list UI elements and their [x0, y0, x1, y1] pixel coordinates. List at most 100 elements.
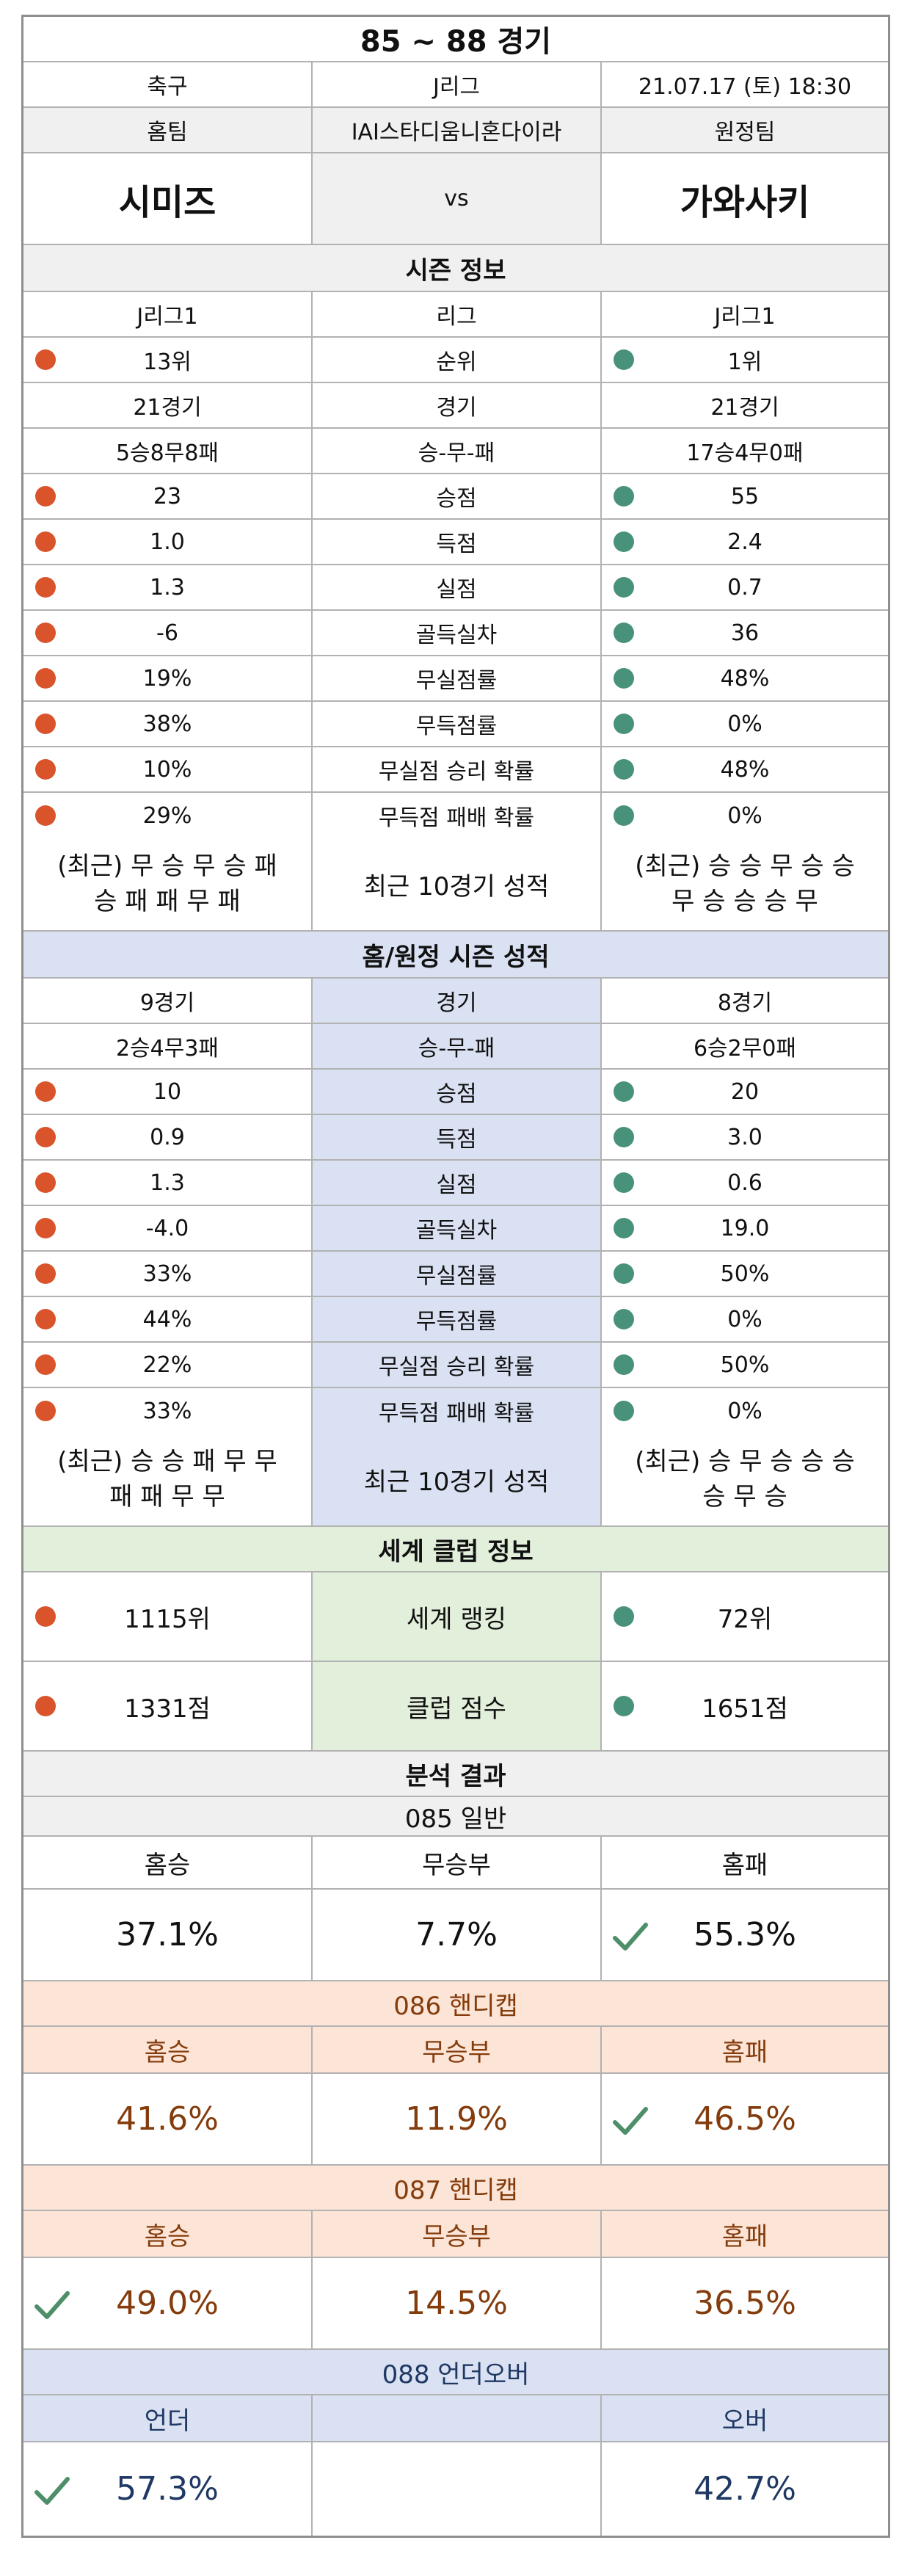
- stat-home-text: 29%: [142, 802, 192, 829]
- handicap2-values: 49.0% 14.5% 36.5%: [23, 2258, 888, 2350]
- stat-away-text: 1위: [727, 349, 762, 375]
- away-dot-icon: [614, 577, 634, 598]
- away-dot-icon: [614, 1696, 634, 1716]
- stat-away-value: 17승4무0패: [602, 429, 888, 473]
- away-dot-icon: [614, 1606, 634, 1627]
- stat-label: 득점: [313, 520, 602, 564]
- stat-home-value: 2승4무3패: [23, 1024, 313, 1068]
- prob-value: 36.5%: [694, 2285, 796, 2322]
- stat-away-value: 48%: [602, 656, 888, 700]
- stat-home-value: -6: [23, 611, 313, 655]
- handicap1-label-home-loss: 홈패: [721, 2037, 768, 2067]
- versus: vs: [313, 153, 602, 244]
- sport: 축구: [23, 62, 313, 106]
- stat-row: -4.0 골득실차 19.0: [23, 1206, 888, 1252]
- away-dot-icon: [614, 531, 634, 552]
- handicap2-title: 087 핸디캡: [393, 2175, 518, 2205]
- club-score-away: 1651점: [602, 1662, 888, 1750]
- handicap2-label-home-loss: 홈패: [721, 2221, 768, 2252]
- stat-away-text: 50%: [720, 1260, 770, 1287]
- general-value-home-win: 37.1%: [23, 1890, 313, 1980]
- club-score-home-value: 1331점: [124, 1694, 211, 1724]
- league: J리그: [313, 62, 602, 106]
- home-dot-icon: [35, 349, 56, 370]
- stat-home-value: 29%: [23, 793, 313, 838]
- underover-value-under: 57.3%: [23, 2442, 313, 2536]
- stat-home-text: 44%: [142, 1306, 192, 1332]
- homeaway-away-recent: (최근) 승 무 승 승 승 승 무 승: [602, 1434, 888, 1525]
- home-dot-icon: [35, 623, 56, 643]
- stat-home-value: 13위: [23, 338, 313, 382]
- away-dot-icon: [614, 1172, 634, 1193]
- season-recent-label: 최근 10경기 성적: [313, 838, 602, 930]
- stat-home-value: 19%: [23, 656, 313, 700]
- stat-label: 무실점률: [313, 656, 602, 700]
- stat-row: 2승4무3패 승-무-패 6승2무0패: [23, 1024, 888, 1070]
- stat-home-text: 10%: [142, 756, 192, 783]
- world-ranking-home-value: 1115위: [124, 1604, 211, 1634]
- world-club-title: 세계 클럽 정보: [378, 1536, 534, 1567]
- prob-value: 37.1%: [116, 1916, 219, 1953]
- stat-label: 실점: [313, 565, 602, 609]
- stat-away-text: 48%: [720, 665, 770, 692]
- stat-away-value: 2.4: [602, 520, 888, 564]
- away-dot-icon: [614, 1127, 634, 1147]
- stat-away-text: 8경기: [717, 990, 773, 1016]
- stat-row: 19% 무실점률 48%: [23, 656, 888, 702]
- stat-away-value: J리그1: [602, 292, 888, 336]
- handicap2-value-draw: 14.5%: [313, 2258, 602, 2348]
- stat-away-value: 36: [602, 611, 888, 655]
- home-dot-icon: [35, 714, 56, 734]
- stat-row: 0.9 득점 3.0: [23, 1115, 888, 1161]
- stat-row: J리그1 리그 J리그1: [23, 292, 888, 338]
- prob-value: 55.3%: [694, 1916, 796, 1953]
- home-team-label: 홈팀: [23, 108, 313, 152]
- stat-home-value: 22%: [23, 1343, 313, 1387]
- handicap2-label-draw: 무승부: [313, 2211, 602, 2257]
- stat-label-text: 득점: [436, 1127, 477, 1153]
- stat-home-text: 0.9: [150, 1124, 185, 1150]
- stat-label-text: 무실점률: [415, 1263, 498, 1289]
- homeaway-stats-table: 9경기 경기 8경기 2승4무3패 승-무-패 6승2무0패 10 승점 20 0.9 득점 3.0 1…: [23, 979, 888, 1434]
- stat-row: 9경기 경기 8경기: [23, 979, 888, 1024]
- stat-label-text: 무득점률: [415, 1309, 498, 1335]
- stat-away-text: 55: [730, 483, 760, 509]
- stat-label-text: 무득점 패배 확률: [378, 805, 535, 831]
- home-dot-icon: [35, 1263, 56, 1284]
- stat-away-text: 48%: [720, 756, 770, 783]
- match-sheet: 85 ~ 88 경기 축구 J리그 21.07.17 (토) 18:30 홈팀 …: [21, 15, 890, 2538]
- away-dot-icon: [614, 1263, 634, 1284]
- stat-home-value: 23: [23, 474, 313, 518]
- stat-label: 리그: [313, 292, 602, 336]
- stat-away-value: 6승2무0패: [602, 1024, 888, 1068]
- stat-home-value: -4.0: [23, 1206, 313, 1250]
- stat-label: 골득실차: [313, 611, 602, 655]
- away-dot-icon: [614, 349, 634, 370]
- stat-label: 무득점률: [313, 1297, 602, 1341]
- stat-away-text: 0.7: [727, 574, 762, 601]
- stat-label: 승점: [313, 1070, 602, 1114]
- handicap1-value-home-win: 41.6%: [23, 2074, 313, 2164]
- stat-away-value: 48%: [602, 747, 888, 791]
- stat-label-text: 무실점률: [415, 668, 498, 694]
- match-datetime: 21.07.17 (토) 18:30: [638, 74, 852, 100]
- stat-label: 실점: [313, 1161, 602, 1205]
- handicap1-label-draw: 무승부: [313, 2027, 602, 2072]
- world-ranking-away: 72위: [602, 1572, 888, 1661]
- away-dot-icon: [614, 486, 634, 507]
- season-stats-table: J리그1 리그 J리그1 13위 순위 1위 21경기 경기 21경기 5승8무8패 승-무-패 17…: [23, 292, 888, 838]
- stat-away-text: 0%: [727, 1306, 762, 1332]
- homeaway-home-recent-line2: 패 패 무 무: [109, 1481, 225, 1512]
- stat-away-value: 8경기: [602, 979, 888, 1023]
- season-away-recent-line2: 무 승 승 승 무: [671, 886, 818, 916]
- home-dot-icon: [35, 759, 56, 780]
- underover-values: 57.3% 42.7%: [23, 2442, 888, 2536]
- stat-home-text: -6: [156, 620, 178, 646]
- check-icon: [31, 2470, 72, 2511]
- stat-away-text: 17승4무0패: [686, 440, 804, 466]
- stat-away-text: 2.4: [727, 529, 762, 555]
- stat-away-text: 0.6: [727, 1169, 762, 1196]
- stat-home-text: 5승8무8패: [115, 440, 219, 466]
- stat-away-value: 0.6: [602, 1161, 888, 1205]
- stat-home-value: 38%: [23, 702, 313, 746]
